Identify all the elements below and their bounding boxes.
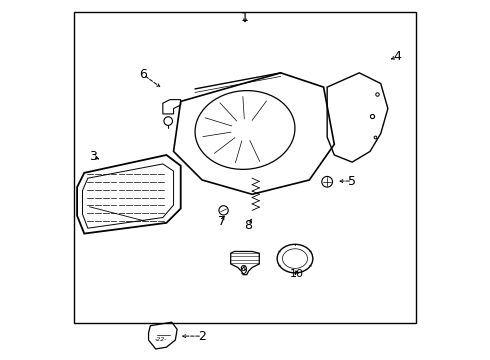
Text: 5: 5 — [348, 175, 356, 188]
Text: 10: 10 — [290, 269, 304, 279]
Text: 7: 7 — [218, 215, 226, 228]
Text: 1: 1 — [241, 11, 249, 24]
Text: 3: 3 — [89, 150, 97, 163]
Text: -22-: -22- — [155, 337, 167, 342]
Text: 2: 2 — [198, 330, 206, 343]
Text: 4: 4 — [393, 50, 401, 63]
Text: 6: 6 — [139, 68, 147, 81]
Text: 8: 8 — [245, 219, 252, 232]
Text: 9: 9 — [239, 264, 247, 277]
